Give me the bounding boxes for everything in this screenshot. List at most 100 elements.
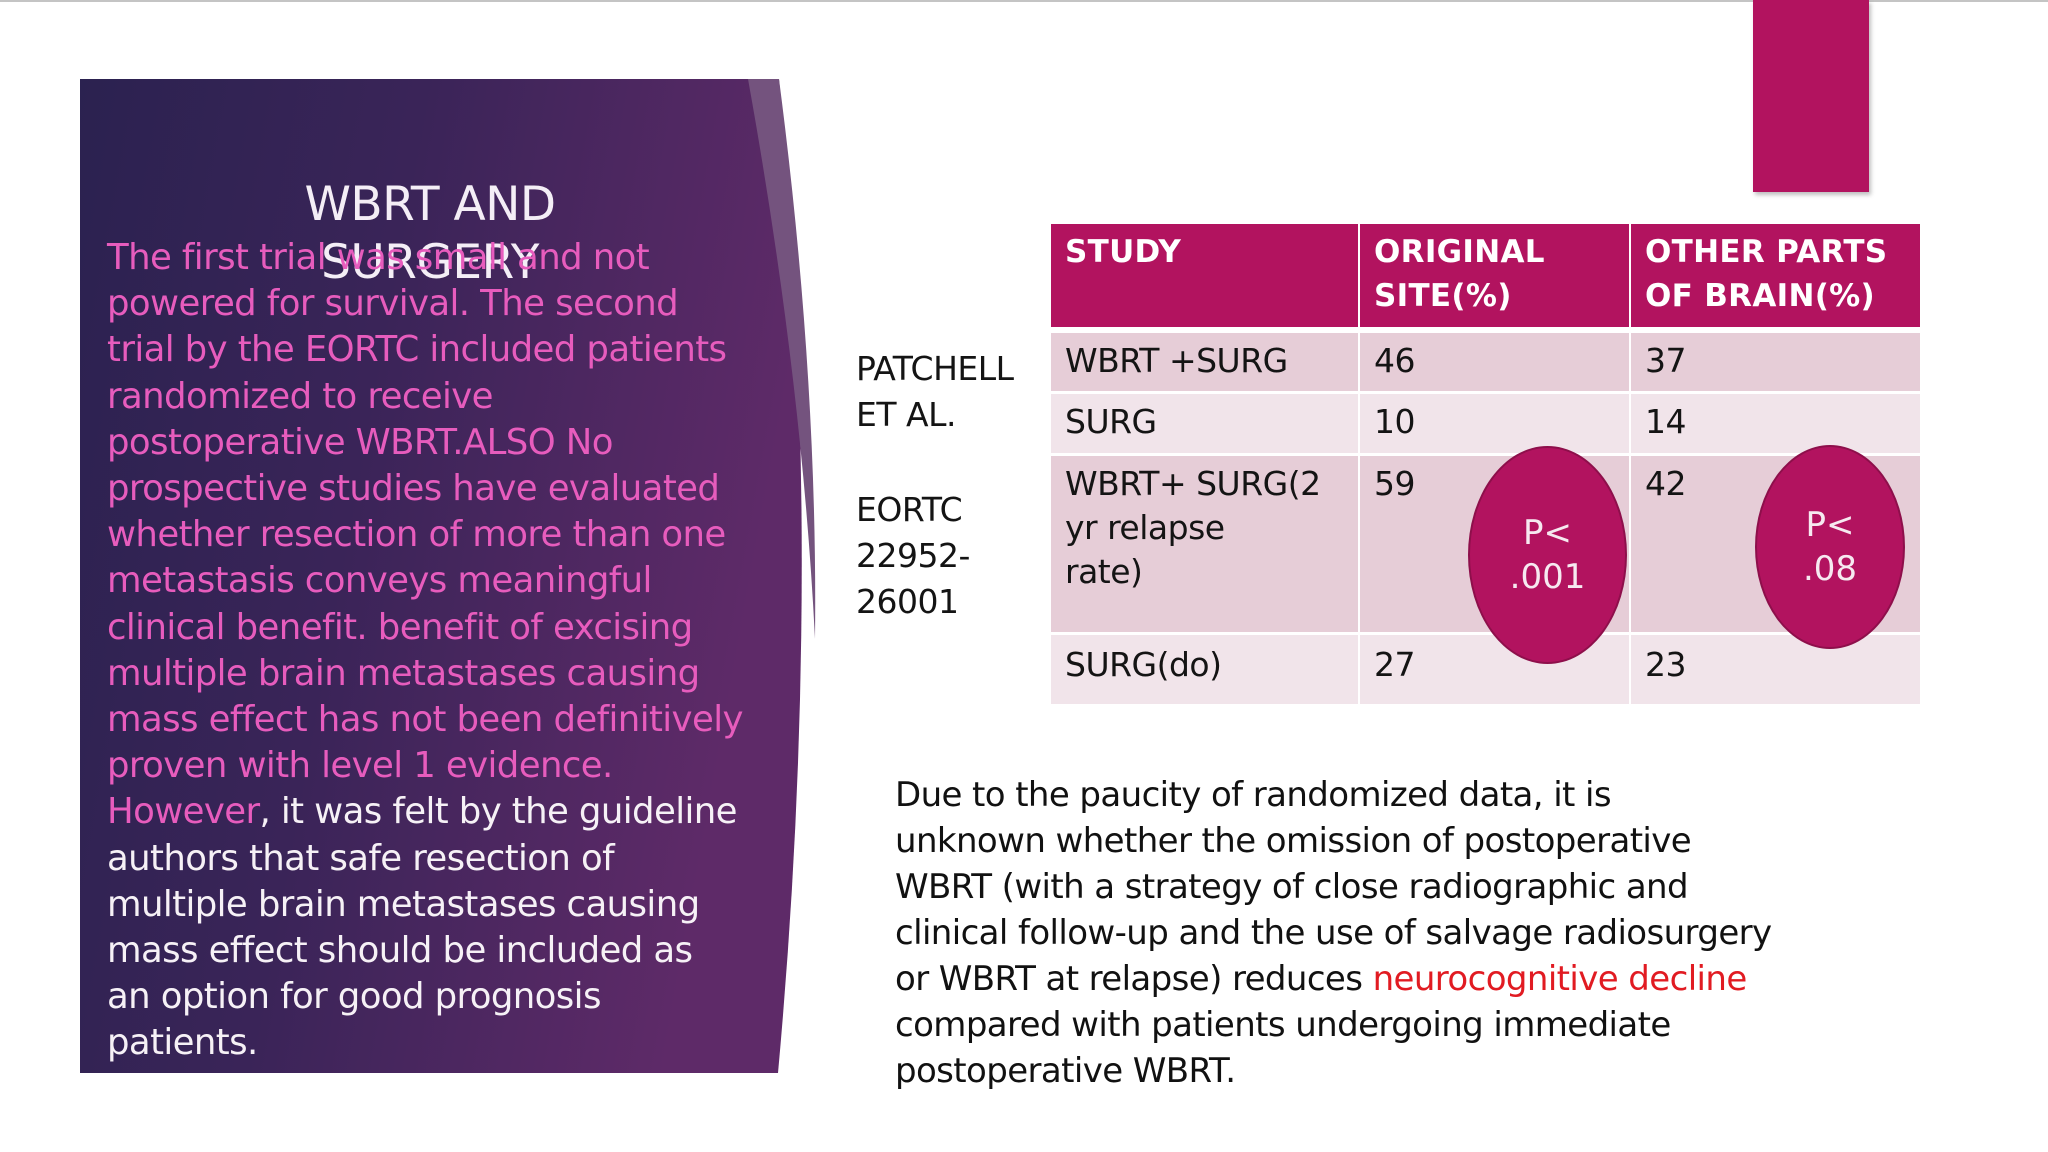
cell-text: SURG(do) [1065,645,1222,684]
cell-text: WBRT+ SURG(2 [1065,464,1321,503]
p-value-oval-original-site: P< .001 [1468,446,1627,664]
table-cell-study: SURG [1051,394,1358,453]
body-line: whether resection of more than one [107,512,797,558]
body-text: proven with level 1 evidence. [107,745,613,787]
body-line: multiple brain metastases causing [107,651,797,697]
header-text: OTHER PARTS [1645,234,1888,270]
cell-text: 42 [1645,464,1687,503]
body-line: prospective studies have evaluated [107,466,797,512]
body-text: mass effect has not been definitively [107,699,743,741]
cell-text: 10 [1374,402,1416,441]
body-text: randomized to receive [107,375,494,417]
body-text: postoperative WBRT.ALSO No [107,421,613,463]
note-line: postoperative WBRT. [895,1048,1905,1094]
header-text: ORIGINAL [1374,234,1545,270]
body-text: an option for good prognosis [107,976,601,1018]
p-value-text: P< [1805,505,1855,545]
body-line: an option for good prognosis [107,974,797,1020]
cell-text: 37 [1645,341,1687,380]
top-border [0,0,2048,2]
cell-text: 23 [1645,645,1687,684]
cell-text: 46 [1374,341,1416,380]
panel-body-text: The first trial was small and not powere… [107,235,797,1067]
body-text: patients. [107,1022,258,1064]
body-text: multiple brain metastases causing [107,883,700,925]
p-value-text: P< [1523,513,1572,553]
study-label-line: EORTC [856,490,963,529]
title-line: SURGERY [321,235,539,290]
body-line: mass effect should be included as [107,928,797,974]
body-text: multiple brain metastases causing [107,652,700,694]
body-text: powered for survival. The second [107,283,679,325]
body-line: clinical benefit. benefit of excising [107,605,797,651]
body-line: metastasis conveys meaningful [107,558,797,604]
header-text: OF BRAIN(%) [1645,278,1875,314]
note-text: compared with patients undergoing immedi… [895,1005,1671,1045]
body-line: multiple brain metastases causing [107,882,797,928]
cell-text: yr relapse [1065,508,1225,547]
body-text: clinical benefit. benefit of excising [107,606,693,648]
header-text: STUDY [1065,234,1182,270]
body-text: mass effect should be included as [107,930,693,972]
cell-text: rate) [1065,552,1143,591]
note-text: WBRT (with a strategy of close radiograp… [895,867,1689,907]
note-text: postoperative WBRT. [895,1051,1236,1091]
note-text: unknown whether the omission of postoper… [895,821,1692,861]
cell-text: SURG [1065,402,1157,441]
body-text: whether resection of more than one [107,514,726,556]
note-line: clinical follow-up and the use of salvag… [895,910,1905,956]
table-cell-original-site: 46 [1360,333,1629,391]
body-text: However [107,791,260,833]
note-line: compared with patients undergoing immedi… [895,1002,1905,1048]
table-cell-original-site: 10 [1360,394,1629,453]
body-text: prospective studies have evaluated [107,468,720,510]
body-line: However, it was felt by the guideline [107,789,797,835]
study-label-line: 22952- [856,536,970,575]
body-line: mass effect has not been definitively [107,697,797,743]
study-label-patchell: PATCHELL ET AL. [856,346,1014,438]
body-line: randomized to receive [107,374,797,420]
study-label-eortc: EORTC 22952- 26001 [856,487,970,625]
slide-title: WBRT AND SURGERY [80,176,780,292]
cell-text: WBRT +SURG [1065,341,1288,380]
table-cell-study: SURG(do) [1051,635,1358,704]
note-text: Due to the paucity of randomized data, i… [895,775,1612,815]
body-line: powered for survival. The second [107,281,797,327]
table-cell-other-parts: 14 [1631,394,1920,453]
body-line: The first trial was small and not [107,235,797,281]
table-header-other-parts: OTHER PARTS OF BRAIN(%) [1631,224,1920,327]
accent-bar [1753,0,1869,192]
cell-text: 14 [1645,402,1687,441]
table-cell-other-parts: 37 [1631,333,1920,391]
conclusion-paragraph: Due to the paucity of randomized data, i… [895,772,1905,1094]
cell-text: 27 [1374,645,1416,684]
table-cell-study: WBRT+ SURG(2 yr relapse rate) [1051,456,1358,632]
body-line: postoperative WBRT.ALSO No [107,420,797,466]
header-text: SITE(%) [1374,278,1512,314]
study-label-line: 26001 [856,582,959,621]
note-line: or WBRT at relapse) reduces neurocogniti… [895,956,1905,1002]
body-line: patients. [107,1020,797,1066]
table-cell-other-parts: 23 [1631,635,1920,704]
p-value-oval-other-parts: P< .08 [1755,445,1905,649]
note-text: or WBRT at relapse) reduces [895,959,1373,999]
highlighted-term: neurocognitive decline [1372,959,1748,999]
body-line: authors that safe resection of [107,836,797,882]
cell-text: 59 [1374,464,1416,503]
table-header-study: STUDY [1051,224,1358,327]
body-text: authors that safe resection of [107,837,615,879]
study-label-line: ET AL. [856,395,956,434]
body-text: trial by the EORTC included patients [107,329,727,371]
body-line: proven with level 1 evidence. [107,743,797,789]
note-line: unknown whether the omission of postoper… [895,818,1905,864]
table-cell-study: WBRT +SURG [1051,333,1358,391]
body-text: The first trial was small and not [107,237,650,278]
study-label-line: PATCHELL [856,349,1014,388]
p-value-text: .001 [1509,557,1586,597]
title-line: WBRT AND [304,177,556,232]
body-line: trial by the EORTC included patients [107,327,797,373]
body-text: metastasis conveys meaningful [107,560,652,602]
p-value-text: .08 [1802,549,1858,589]
note-text: clinical follow-up and the use of salvag… [895,913,1772,953]
left-text-panel: WBRT AND SURGERY The first trial was sma… [80,79,820,1073]
